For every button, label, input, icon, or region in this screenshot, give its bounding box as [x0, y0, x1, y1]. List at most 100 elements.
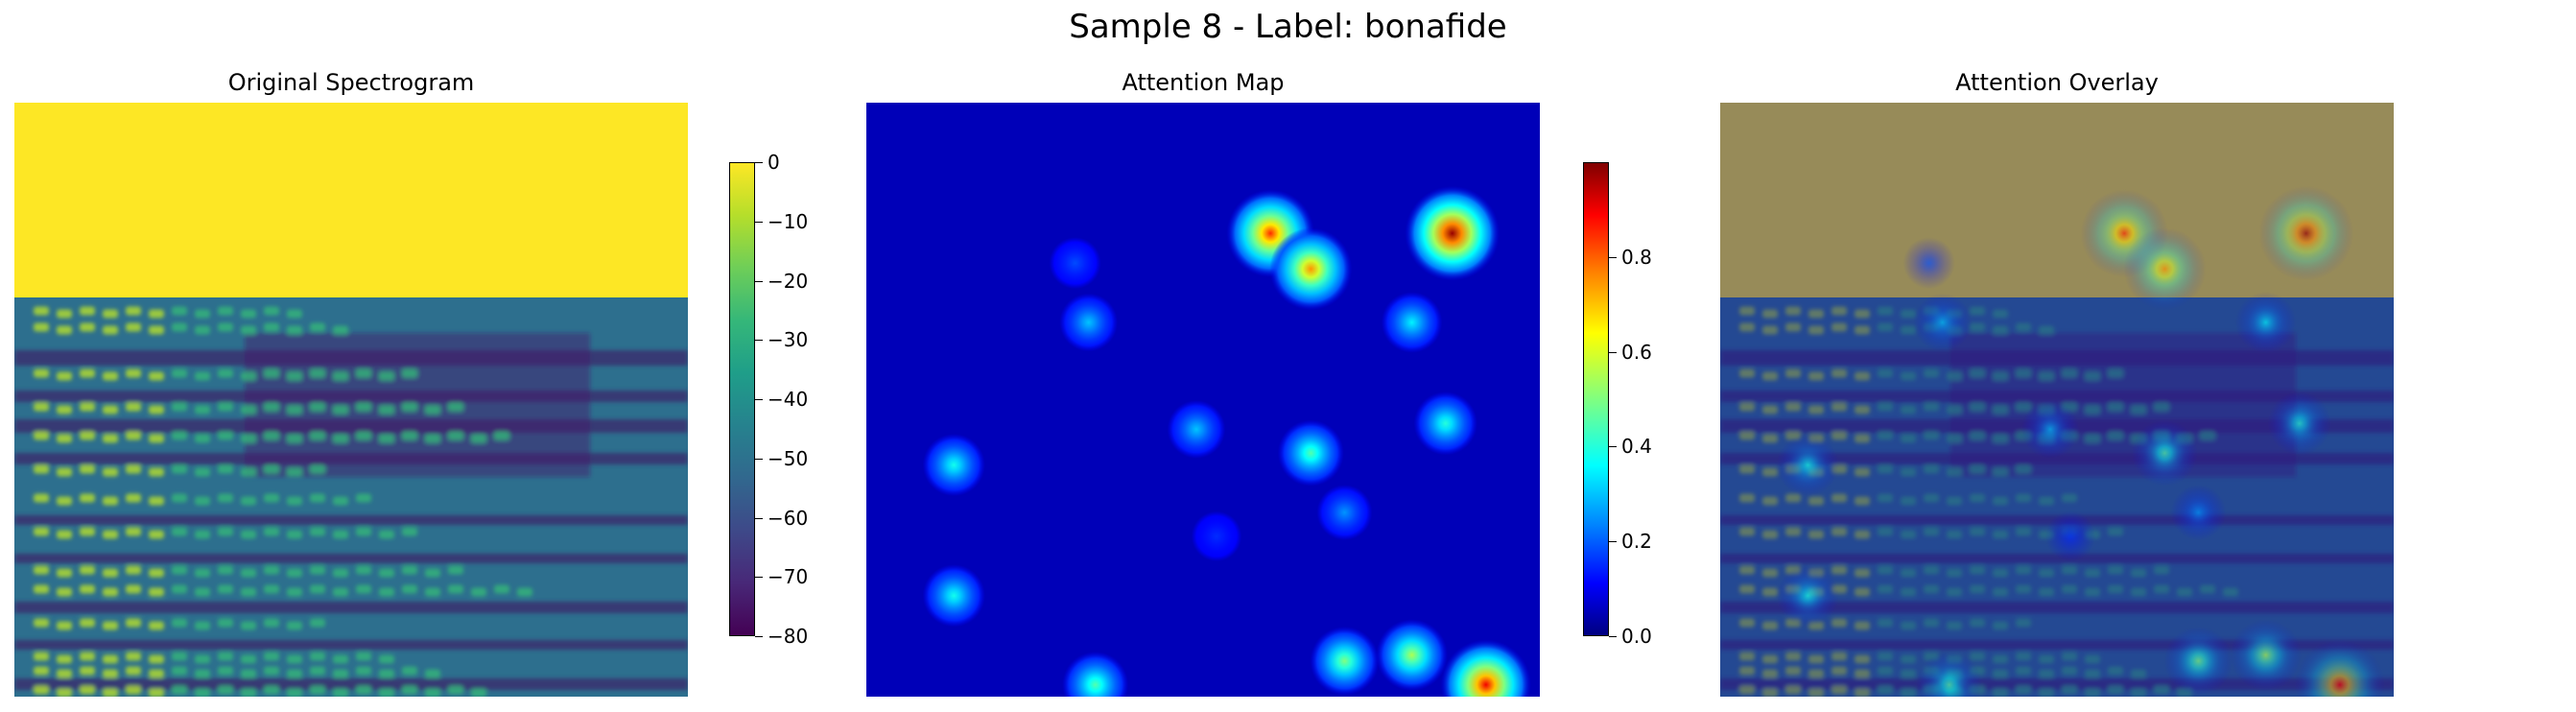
spectrogram-harmonic-2 [1878, 368, 1893, 378]
spectrogram-harmonic-13 [310, 685, 325, 695]
spectrogram-harmonic-9 [333, 587, 348, 597]
spectrogram-harmonic-9 [2108, 584, 2123, 594]
spectrogram-harmonic-9 [1855, 587, 1870, 597]
spectrogram-harmonic-8 [1762, 568, 1778, 578]
spectrogram-harmonic-4 [1832, 431, 1847, 440]
spectrogram-harmonic-10 [310, 618, 325, 628]
attention-colorbar-tick [1609, 351, 1617, 353]
spectrogram-harmonic-5 [1901, 467, 1916, 477]
spectrogram-harmonic-2 [1924, 368, 1939, 378]
attention-hotspot [1059, 293, 1119, 352]
spectrogram-harmonic-5 [1855, 467, 1870, 477]
spectrogram-harmonic-12 [149, 669, 164, 678]
spectrogram-harmonic-7 [356, 527, 371, 536]
spectrogram-harmonic-12 [425, 669, 440, 678]
spectrogram-harmonic-7 [333, 530, 348, 539]
attention-hotspot [2123, 227, 2207, 311]
spectrogram-harmonic-4 [402, 431, 417, 440]
spectrogram-harmonic-7 [1970, 527, 1985, 536]
spectrogram-harmonic-5 [1993, 467, 2008, 477]
spectrogram-harmonic-8 [310, 565, 325, 575]
spectrogram-harmonic-6 [1970, 493, 1985, 503]
spectrogram-harmonic-2 [1855, 371, 1870, 381]
spectrogram-harmonic-7 [34, 527, 49, 536]
spectrogram-harmonic-7 [149, 530, 164, 539]
spectrogram-harmonic-9 [195, 587, 210, 597]
spectrogram-harmonic-9 [80, 584, 95, 594]
spectrogram-harmonic-3 [2108, 402, 2123, 412]
spectrogram-gap-6 [1720, 602, 2394, 613]
spectrogram-harmonic-5 [1878, 464, 1893, 474]
spectrogram-harmonic-10 [103, 621, 118, 630]
spectrogram-harmonic-10 [1855, 621, 1870, 630]
spectrogram-harmonic-5 [1970, 464, 1985, 474]
spectrogram-colorbar-tick-label: −40 [768, 388, 809, 411]
spectrogram-harmonic-2 [80, 368, 95, 378]
spectrogram-harmonic-9 [2177, 587, 2192, 597]
spectrogram-harmonic-3 [1739, 402, 1755, 412]
spectrogram-harmonic-1 [264, 322, 279, 332]
spectrogram-harmonic-0 [149, 309, 164, 319]
spectrogram-harmonic-2 [1739, 368, 1755, 378]
spectrogram-harmonic-13 [448, 685, 463, 695]
attention-colorbar-tick-label: 0.6 [1621, 340, 1652, 364]
spectrogram-harmonic-13 [333, 688, 348, 697]
attention-hotspot [1440, 639, 1532, 697]
spectrogram-harmonic-2 [57, 371, 72, 381]
spectrogram-harmonic-4 [57, 434, 72, 443]
spectrogram-harmonic-1 [103, 325, 118, 335]
spectrogram-harmonic-12 [2039, 669, 2054, 678]
spectrogram-harmonic-9 [517, 587, 532, 597]
spectrogram-harmonic-13 [195, 688, 210, 697]
spectrogram-colorbar-tick [755, 399, 763, 400]
spectrogram-harmonic-7 [1808, 530, 1824, 539]
spectrogram-harmonic-3 [218, 402, 233, 412]
spectrogram-harmonic-7 [80, 527, 95, 536]
spectrogram-harmonic-2 [333, 371, 348, 381]
spectrogram-harmonic-8 [333, 568, 348, 578]
spectrogram-harmonic-3 [1901, 405, 1916, 415]
spectrogram-harmonic-3 [1855, 405, 1870, 415]
spectrogram-harmonic-4 [2085, 434, 2100, 443]
spectrogram-harmonic-1 [1739, 322, 1755, 332]
spectrogram-harmonic-10 [1832, 618, 1847, 628]
spectrogram-harmonic-2 [2039, 371, 2054, 381]
spectrogram-harmonic-6 [195, 496, 210, 506]
spectrogram-harmonic-3 [379, 405, 394, 415]
spectrogram-harmonic-8 [149, 568, 164, 578]
spectrogram-colorbar-tick [755, 221, 763, 223]
spectrogram-harmonic-11 [1785, 652, 1801, 661]
spectrogram-harmonic-7 [1924, 527, 1939, 536]
spectrogram-harmonic-7 [264, 527, 279, 536]
spectrogram-harmonic-3 [448, 402, 463, 412]
spectrogram-harmonic-0 [1855, 309, 1870, 319]
spectrogram-harmonic-11 [126, 652, 141, 661]
spectrogram-harmonic-2 [1947, 371, 1962, 381]
attention-overlay-panel [1720, 103, 2394, 697]
spectrogram-harmonic-4 [471, 434, 486, 443]
spectrogram-harmonic-10 [1762, 621, 1778, 630]
attention-hotspot [2131, 419, 2198, 487]
spectrogram-harmonic-3 [149, 405, 164, 415]
attention-hotspot [1062, 652, 1129, 697]
spectrogram-harmonic-9 [1993, 587, 2008, 597]
spectrogram-harmonic-9 [2131, 587, 2146, 597]
spectrogram-harmonic-3 [333, 405, 348, 415]
spectrogram-harmonic-6 [1739, 493, 1755, 503]
spectrogram-harmonic-9 [2154, 584, 2169, 594]
spectrogram-harmonic-13 [1855, 688, 1870, 697]
spectrogram-harmonic-4 [1924, 431, 1939, 440]
spectrogram-harmonic-8 [2108, 565, 2123, 575]
spectrogram-harmonic-10 [1970, 618, 1985, 628]
spectrogram-harmonic-13 [1785, 685, 1801, 695]
spectrogram-harmonic-3 [1762, 405, 1778, 415]
spectrogram-harmonic-2 [1901, 371, 1916, 381]
spectrogram-harmonic-11 [2016, 652, 2031, 661]
spectrogram-harmonic-11 [2039, 654, 2054, 664]
spectrogram-harmonic-2 [379, 371, 394, 381]
spectrogram-harmonic-13 [218, 685, 233, 695]
spectrogram-harmonic-6 [103, 496, 118, 506]
attention-colorbar-tick-label: 0.0 [1621, 625, 1652, 648]
spectrogram-harmonic-3 [2085, 405, 2100, 415]
spectrogram-harmonic-8 [126, 565, 141, 575]
